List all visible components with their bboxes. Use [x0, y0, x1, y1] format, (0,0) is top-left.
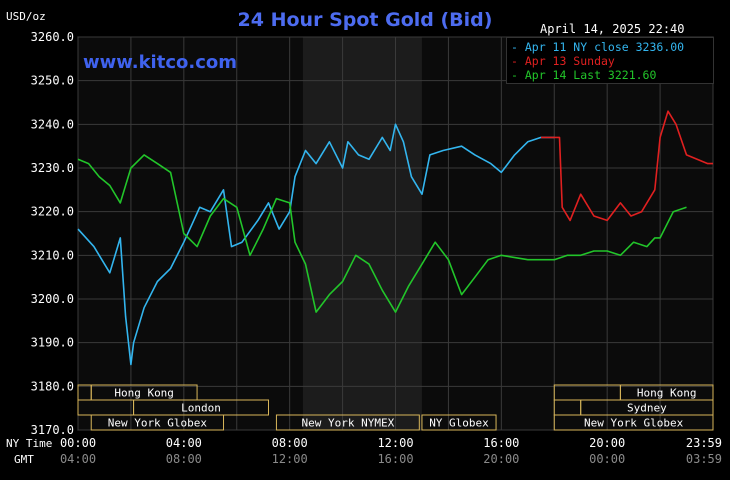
y-tick-label: 3210.0	[31, 248, 74, 262]
series-line-2	[77, 154, 687, 313]
x-tick-label: 23:59	[686, 436, 722, 450]
session-label: Hong Kong	[114, 387, 174, 400]
brand-link[interactable]: www.kitco.com	[83, 52, 237, 73]
gmt-label: GMT	[14, 453, 34, 466]
legend-item-apr13: - Apr 13 Sunday	[511, 54, 615, 68]
y-tick-label: 3260.0	[31, 30, 74, 44]
session-label: New York NYMEX	[302, 417, 395, 430]
legend-item-apr14: - Apr 14 Last 3221.60	[511, 68, 657, 82]
gmt-tick-label: 16:00	[377, 452, 413, 466]
session-box	[275, 414, 420, 431]
y-tick-label: 3200.0	[31, 292, 74, 306]
series-line-0	[77, 123, 555, 366]
chart-title: 24 Hour Spot Gold (Bid)	[237, 9, 493, 31]
y-tick-label: 3230.0	[31, 161, 74, 175]
y-tick-label: 3250.0	[31, 74, 74, 88]
legend: - Apr 11 NY close 3236.00 - Apr 13 Sunda…	[506, 37, 714, 84]
session-box	[553, 414, 714, 431]
session-label: New York Globex	[584, 417, 684, 430]
x-tick-label: 00:00	[60, 436, 96, 450]
gmt-tick-label: 08:00	[166, 452, 202, 466]
y-tick-label: 3240.0	[31, 117, 74, 131]
y-tick-label: 3170.0	[31, 423, 74, 437]
gmt-tick-label: 00:00	[589, 452, 625, 466]
session-box	[90, 414, 225, 431]
gmt-tick-label: 04:00	[60, 452, 96, 466]
session-label: Hong Kong	[637, 387, 697, 400]
x-tick-label: 12:00	[377, 436, 413, 450]
session-label: Sydney	[627, 402, 667, 415]
x-tick-label: 04:00	[166, 436, 202, 450]
series-line-1	[541, 110, 713, 222]
ny-time-label: NY Time	[6, 437, 52, 450]
nymex-shaded-region	[302, 37, 422, 430]
session-box	[421, 414, 497, 431]
x-tick-label: 08:00	[272, 436, 308, 450]
unit-label: USD/oz	[6, 10, 46, 23]
y-tick-label: 3220.0	[31, 205, 74, 219]
x-tick-label: 16:00	[483, 436, 519, 450]
gmt-tick-label: 12:00	[272, 452, 308, 466]
y-tick-label: 3190.0	[31, 336, 74, 350]
gmt-tick-label: 03:59	[686, 452, 722, 466]
session-label: New York Globex	[108, 417, 208, 430]
session-label: NY Globex	[429, 417, 489, 430]
session-label: London	[181, 402, 221, 415]
gmt-tick-label: 20:00	[483, 452, 519, 466]
legend-item-apr11: - Apr 11 NY close 3236.00	[511, 40, 685, 54]
y-tick-label: 3180.0	[31, 379, 74, 393]
x-tick-label: 20:00	[589, 436, 625, 450]
timestamp: April 14, 2025 22:40	[540, 22, 685, 36]
